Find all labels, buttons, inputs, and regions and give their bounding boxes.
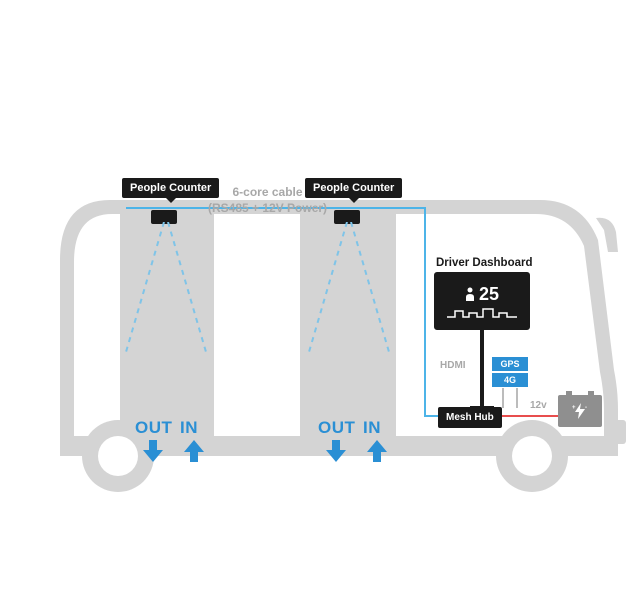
wire-segment <box>502 388 504 408</box>
cable-label: 6-core cable (RS485 + 12V Power) <box>208 185 327 216</box>
driver-dashboard: 25 <box>434 272 530 330</box>
cable-label-line2: (RS485 + 12V Power) <box>208 201 327 215</box>
door2-arrow-out <box>326 440 346 462</box>
dashboard-stand <box>480 330 484 408</box>
diagram-canvas: People Counter People Counter 6-core cab… <box>0 0 636 600</box>
dashboard-wave-icon <box>447 307 517 319</box>
door1-arrow-in <box>184 440 204 462</box>
person-icon <box>465 287 475 301</box>
people-counter-label-1: People Counter <box>122 178 219 198</box>
door1-arrow-out <box>143 440 163 462</box>
4g-badge: 4G <box>492 373 528 387</box>
cable-label-line1: 6-core cable <box>233 185 303 199</box>
svg-text:-: - <box>585 405 587 411</box>
wire-segment <box>516 388 518 408</box>
cable-segment <box>424 207 426 417</box>
door2-arrow-in <box>367 440 387 462</box>
door1-in: IN <box>180 418 198 438</box>
svg-text:+: + <box>572 405 576 411</box>
driver-dashboard-label: Driver Dashboard <box>436 257 533 269</box>
sensor-beam-1 <box>120 222 210 352</box>
door2-out: OUT <box>318 418 355 438</box>
door1-out: OUT <box>135 418 172 438</box>
gps-badge: GPS <box>492 357 528 371</box>
count-value: 25 <box>479 284 499 305</box>
label-12v: 12v <box>530 400 547 411</box>
sensor-beam-2 <box>303 222 393 352</box>
hdmi-label: HDMI <box>440 360 466 371</box>
bolt-icon: + - <box>571 402 589 420</box>
battery-icon: + - <box>558 395 602 427</box>
mesh-hub: Mesh Hub <box>438 407 502 428</box>
wire-12v <box>498 415 558 417</box>
dashboard-count: 25 <box>465 284 499 305</box>
door2-in: IN <box>363 418 381 438</box>
